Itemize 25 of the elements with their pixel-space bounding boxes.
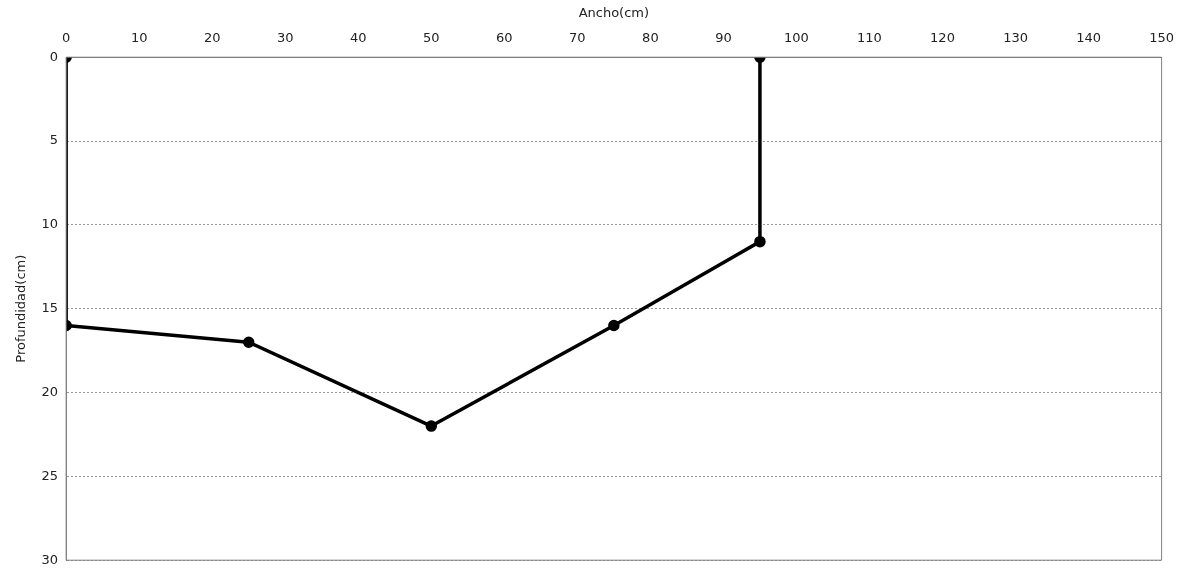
y-tick-label: 25 bbox=[41, 467, 59, 483]
x-tick-label: 60 bbox=[496, 29, 513, 45]
x-tick-label: 50 bbox=[423, 29, 440, 45]
x-tick-label: 10 bbox=[130, 29, 148, 45]
y-tick-label: 0 bbox=[49, 48, 59, 64]
y-tick-label: 5 bbox=[49, 132, 59, 148]
x-tick-label: 130 bbox=[1003, 29, 1028, 45]
x-tick-label: 110 bbox=[857, 29, 882, 45]
x-tick-label: 30 bbox=[276, 29, 294, 45]
x-tick-label: 20 bbox=[203, 29, 221, 45]
y-tick-label: 10 bbox=[41, 216, 59, 232]
y-tick-label: 30 bbox=[41, 551, 59, 567]
x-tick-label: 150 bbox=[1149, 29, 1175, 45]
y-axis-title: Profundidad(cm) bbox=[13, 254, 29, 363]
x-tick-label: 120 bbox=[930, 29, 955, 45]
x-tick-label: 0 bbox=[62, 29, 71, 45]
x-tick-label: 100 bbox=[784, 29, 809, 45]
x-tick-label: 40 bbox=[349, 29, 367, 45]
y-tick-label: 15 bbox=[41, 300, 59, 316]
x-tick-label: 140 bbox=[1076, 29, 1101, 45]
y-tick-label: 20 bbox=[41, 383, 59, 399]
x-tick-label: 80 bbox=[642, 29, 659, 45]
x-axis-title: Ancho(cm) bbox=[578, 5, 650, 21]
x-tick-label: 70 bbox=[569, 29, 586, 45]
x-tick-label: 90 bbox=[715, 29, 732, 45]
